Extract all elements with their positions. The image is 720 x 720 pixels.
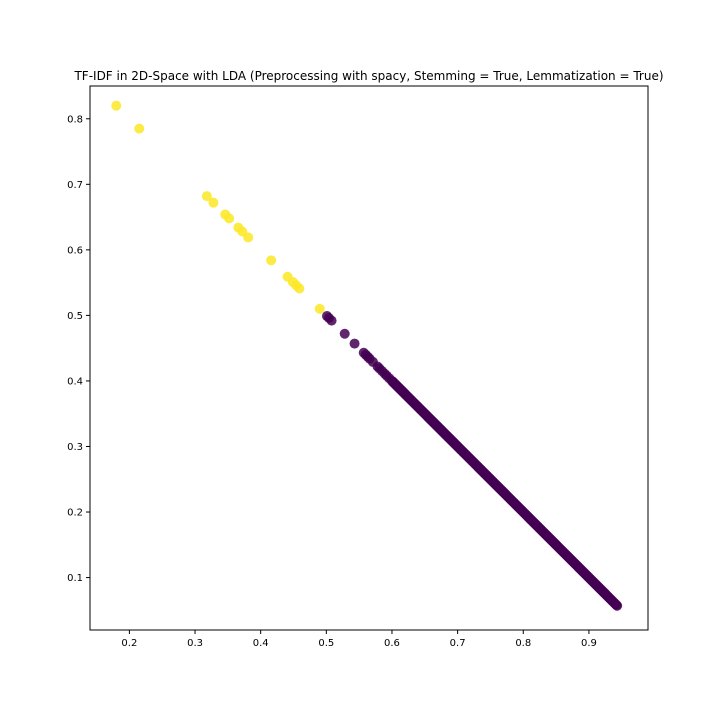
y-tick-label: 0.3 bbox=[67, 442, 83, 453]
scatter-point-series-1 bbox=[339, 328, 350, 339]
scatter-point-series-0 bbox=[266, 255, 277, 266]
x-tick-label: 0.2 bbox=[121, 638, 137, 649]
y-tick-label: 0.5 bbox=[67, 311, 83, 322]
scatter-point-series-0 bbox=[224, 213, 235, 224]
chart-title: TF-IDF in 2D-Space with LDA (Preprocessi… bbox=[73, 69, 663, 83]
x-tick-label: 0.6 bbox=[384, 638, 400, 649]
y-tick-label: 0.4 bbox=[67, 376, 83, 387]
y-axis: 0.1 0.2 0.3 0.4 0.5 0.6 0.7 0.8 bbox=[67, 114, 90, 584]
y-tick-label: 0.7 bbox=[67, 180, 83, 191]
scatter-point-series-0 bbox=[111, 100, 122, 111]
y-tick-label: 0.2 bbox=[67, 508, 83, 519]
scatter-point-series-0 bbox=[294, 283, 305, 294]
y-tick-label: 0.6 bbox=[67, 245, 83, 256]
y-tick-label: 0.8 bbox=[67, 114, 83, 125]
scatter-point-series-1 bbox=[349, 338, 360, 349]
x-tick-label: 0.5 bbox=[318, 638, 334, 649]
x-tick-label: 0.9 bbox=[581, 638, 597, 649]
x-axis: 0.2 0.3 0.4 0.5 0.6 0.7 0.8 0.9 bbox=[121, 630, 597, 649]
plot-points bbox=[111, 100, 623, 611]
plot-frame bbox=[89, 85, 649, 631]
scatter-point-series-1 bbox=[612, 600, 623, 611]
scatter-point-series-0 bbox=[134, 123, 145, 134]
scatter-point-series-1 bbox=[326, 315, 337, 326]
scatter-point-series-0 bbox=[208, 197, 219, 208]
scatter-point-series-0 bbox=[201, 191, 212, 202]
x-tick-label: 0.8 bbox=[515, 638, 531, 649]
scatter-point-series-0 bbox=[243, 232, 254, 243]
x-tick-label: 0.7 bbox=[450, 638, 466, 649]
x-tick-label: 0.3 bbox=[187, 638, 203, 649]
scatter-point-series-0 bbox=[314, 303, 325, 314]
y-tick-label: 0.1 bbox=[67, 573, 83, 584]
x-tick-label: 0.4 bbox=[253, 638, 269, 649]
